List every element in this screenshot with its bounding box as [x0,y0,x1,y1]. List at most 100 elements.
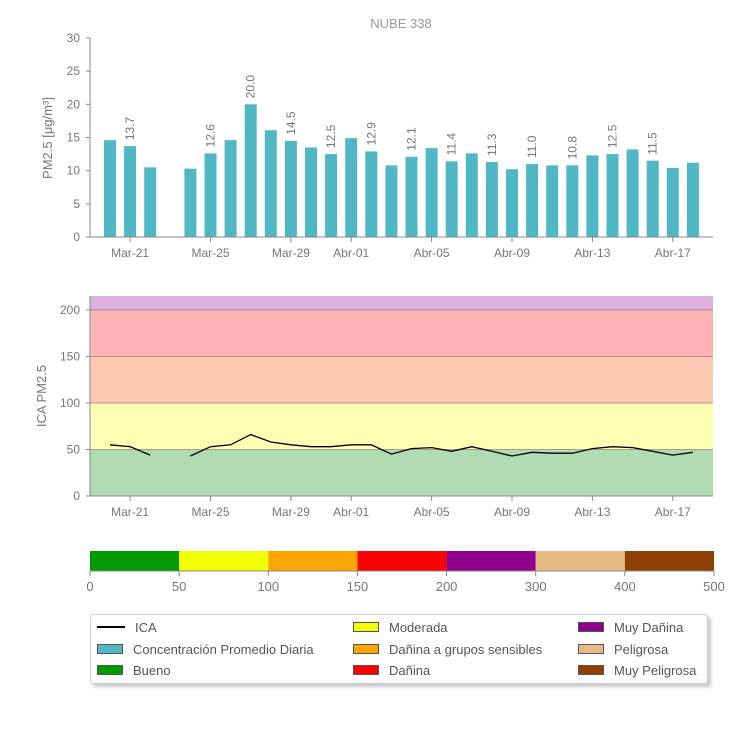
x-tick-label: Abr-01 [333,246,369,260]
scale-tick-label: 200 [436,579,458,594]
y-tick-label: 200 [60,303,80,317]
bar [204,153,217,237]
bar [485,162,498,237]
bar-data-label: 12.9 [364,122,378,146]
legend-item-ica: ICA [97,617,157,637]
scale-segment [446,551,536,571]
x-tick-label: Mar-25 [191,505,229,519]
x-tick-label: Mar-29 [272,505,310,519]
bar [425,148,438,237]
bar-data-label: 10.8 [565,136,579,160]
bar [305,147,317,237]
bar [465,153,478,237]
legend-label-danina: Dañina [389,662,431,678]
legend-item-muy-danina: Muy Dañina [578,617,683,637]
bar [325,154,338,237]
bar [526,164,539,237]
x-tick-label: Abr-09 [494,505,530,519]
scale-segment [624,551,714,571]
ica-band [90,309,713,357]
x-tick-label: Abr-13 [574,505,610,519]
bar-data-label: 14.5 [284,111,298,135]
bar-data-label: 11.3 [485,133,499,156]
bar-data-label: 11.4 [445,133,459,156]
legend-label-peligrosa: Peligrosa [614,641,669,657]
bar [385,165,398,237]
bar [284,140,297,237]
bar [124,146,137,237]
x-tick-label: Abr-05 [414,505,450,519]
y-tick-label: 0 [73,489,80,503]
bar [264,130,277,237]
legend-label-bueno: Bueno [133,662,171,678]
bar [224,140,237,237]
scale-tick-label: 0 [86,579,93,594]
scale-segment [535,551,625,571]
x-tick-label: Mar-21 [111,246,149,260]
bar [646,160,659,237]
bar-data-label: 11.5 [646,132,660,155]
legend-item-muy-peligrosa: Muy Peligrosa [578,660,696,680]
bar [184,168,197,237]
ica-band [90,356,713,403]
bar [244,104,257,237]
bar [506,169,518,237]
scale-tick-label: 500 [703,579,725,594]
legend-label-muy-peligrosa: Muy Peligrosa [614,662,697,678]
bar [686,162,699,237]
ica-band [90,449,713,496]
bar [144,167,157,237]
ica-band [90,402,713,450]
ica-line [109,444,151,456]
ica-line [190,433,693,457]
x-tick-label: Abr-05 [414,246,450,260]
scale-segment [268,551,358,571]
bueno-swatch-icon [97,665,123,675]
bar [606,154,619,237]
peligrosa-swatch-icon [578,644,604,654]
bar-data-label: 11.0 [525,135,539,158]
bar [405,156,418,237]
scale-tick-label: 100 [257,579,279,594]
legend-item-danina: Dañina [353,660,430,680]
x-tick-label: Abr-17 [655,246,691,260]
chart-title: NUBE 338 [370,16,431,31]
y-axis-label: ICA PM2.5 [34,365,49,427]
legend-label-moderada: Moderada [389,619,448,635]
pm25-bar-chart: NUBE 338 0 5 10 15 20 25 30 PM2.5 [μg/m³] 13.7 12.… [40,16,713,260]
legend-item-moderada: Moderada [353,617,448,637]
y-tick-label: 50 [67,442,81,456]
x-tick-label: Abr-01 [333,505,369,519]
y-tick-label: 150 [60,349,80,363]
bar [546,165,559,237]
bar-data-label: 12.1 [405,127,419,151]
scale-segment [179,551,269,571]
scale-tick-label: 400 [614,579,636,594]
muy-danina-swatch-icon [578,622,604,632]
legend-item-concentration: Concentración Promedio Diaria [97,639,314,659]
ica-line-chart: 0 50 100 150 200 ICA PM2.5 Mar-21 Mar-25 Mar-29 A… [34,296,713,519]
legend-item-peligrosa: Peligrosa [578,639,668,659]
bar [626,149,639,237]
x-tick-label: Abr-13 [574,246,610,260]
bar [345,138,358,237]
moderada-swatch-icon [353,622,379,632]
sensibles-swatch-icon [353,644,379,654]
bar [365,151,378,237]
scale-segment [90,551,180,571]
y-tick-label: 20 [67,97,81,111]
legend-label-muy-danina: Muy Dañina [614,619,684,635]
x-tick-label: Mar-25 [191,246,229,260]
y-tick-label: 5 [73,197,80,211]
y-tick-label: 25 [67,64,81,78]
y-tick-label: 15 [67,131,81,145]
x-tick-label: Abr-17 [655,505,691,519]
bar [586,155,599,237]
scale-tick-label: 50 [172,579,186,594]
danina-swatch-icon [353,665,379,675]
scale-tick-label: 300 [525,579,547,594]
y-axis-label: PM2.5 [μg/m³] [40,97,55,179]
ica-band [90,296,713,310]
y-tick-label: 30 [67,31,81,45]
bar-data-label: 12.6 [204,124,218,148]
